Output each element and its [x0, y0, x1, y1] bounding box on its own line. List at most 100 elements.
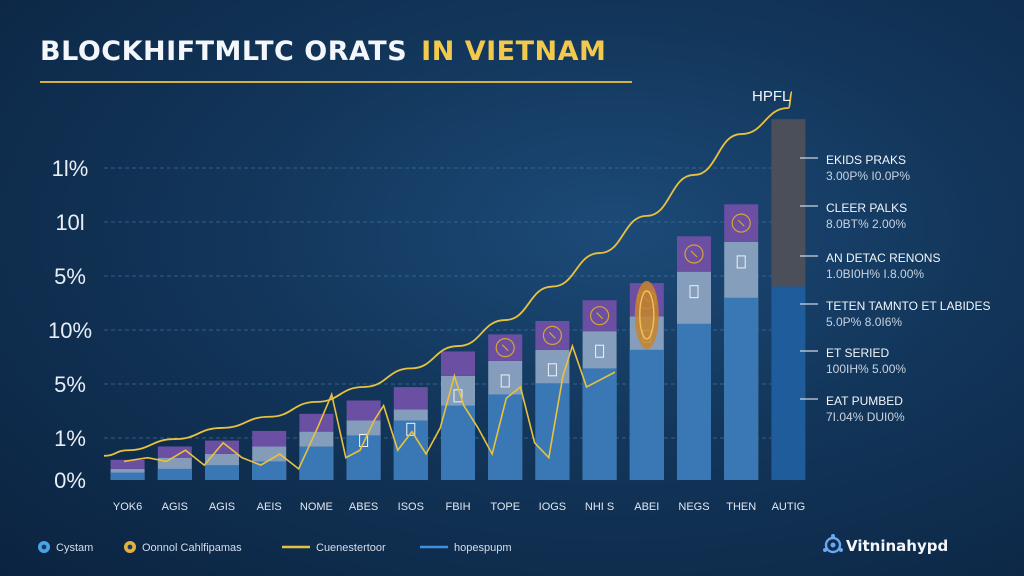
bar-dark — [205, 465, 239, 480]
legend-item[interactable]: Cuenestertoor — [282, 542, 386, 554]
legend-marker-center — [41, 544, 47, 550]
x-tick-label: AUTIG — [772, 501, 806, 513]
coin-mark — [596, 312, 604, 320]
legend-item[interactable]: hopespupm — [420, 542, 512, 554]
squiggle-series — [123, 343, 616, 471]
bar-group — [535, 321, 570, 480]
legend-label: Cuenestertoor — [316, 542, 386, 554]
coin-icon — [731, 213, 751, 233]
bar-cap — [393, 387, 428, 410]
x-tick-label: NOME — [300, 501, 333, 513]
y-tick-label: 5% — [54, 372, 86, 397]
x-tick-label: THEN — [726, 501, 756, 513]
panel-row-label: TETEN TAMNTO ET LABIDES — [826, 299, 990, 313]
phone-icon — [359, 433, 369, 447]
coin-mark — [548, 331, 556, 339]
y-tick-label: 1l% — [52, 156, 89, 181]
coin-ring — [589, 306, 610, 326]
gridlines — [104, 167, 800, 439]
panel-row-value: 100IH% 5.00% — [826, 362, 906, 376]
x-tick-label: AGIS — [162, 501, 188, 513]
phone-icon — [595, 344, 605, 358]
panel-row-value: 5.0P% 8.0I6% — [826, 315, 902, 329]
bar-group — [393, 387, 428, 480]
coin-icon — [684, 244, 704, 264]
legend-label: Oonnol Cahlfipamas — [142, 542, 242, 554]
bar-top — [771, 119, 806, 287]
x-tick-label: YOK6 — [113, 501, 142, 513]
panel-row-value: 7I.04% DUI0% — [826, 410, 905, 424]
bar-cap — [110, 459, 145, 469]
legend-item[interactable]: Cystam — [38, 541, 93, 554]
x-tick-label: NEGS — [678, 501, 709, 513]
coin-mark — [737, 219, 745, 227]
bar-group — [629, 283, 664, 480]
panel-row-value: 8.0BT% 2.00% — [826, 217, 906, 231]
side-panel: EKIDS PRAKS 3.00P% I0.0P% CLEER PALKS 8.0BT… — [800, 153, 990, 424]
bar-dark — [157, 468, 192, 480]
coin-icon — [542, 325, 563, 345]
coin-ring — [542, 325, 563, 345]
bar-group — [488, 334, 523, 480]
y-tick-label: 10% — [48, 318, 92, 343]
bar-dark — [629, 349, 664, 480]
chart-title-main: BLOCKHIFTMLTC ORATS — [40, 36, 407, 67]
legend-label: hopespupm — [454, 542, 512, 554]
panel-row-value: 1.0BI0H% I.8.00% — [826, 267, 924, 281]
legend-label: Cystam — [56, 542, 93, 554]
bar-bottom — [771, 286, 806, 480]
x-tick-label: AEIS — [257, 501, 282, 513]
panel-row-label: EKIDS PRAKS — [826, 153, 906, 167]
bar-dark — [110, 472, 145, 480]
y-tick-label: 1% — [54, 426, 86, 451]
bar-dark — [299, 446, 334, 480]
legend-marker-center — [127, 544, 133, 550]
coin-ring — [731, 213, 751, 233]
bar-dark — [393, 420, 428, 480]
coin-ring — [495, 338, 515, 358]
x-tick-label: IOGS — [539, 501, 567, 513]
bar-dark — [488, 394, 523, 480]
chart-title-accent: IN VIETNAM — [421, 36, 606, 67]
chart-title: BLOCKHIFTMLTC ORATS IN VIETNAM — [40, 36, 606, 67]
panel-row-label: ET SERIED — [826, 346, 889, 360]
x-axis: YOK6 AGIS AGIS AEIS NOME ABES ISOS FBIH TOPE IOGS… — [113, 501, 805, 513]
coin-icon — [589, 306, 610, 326]
panel-row-label: EAT PUMBED — [826, 394, 903, 408]
bar-group — [157, 446, 192, 480]
brand-logo: Vitninahypd — [823, 534, 948, 555]
shield-icon — [634, 281, 659, 349]
shield-ring — [639, 290, 655, 340]
x-tick-label: ABEI — [634, 501, 659, 513]
panel-row-value: 3.00P% I0.0P% — [826, 169, 910, 183]
x-tick-label: ISOS — [398, 501, 424, 513]
y-axis: 1l% 10l 5% 10% 5% 1% 0% — [48, 156, 92, 493]
legend[interactable]: Cystam Oonnol Cahlfipamas Cuenestertoor hop… — [38, 541, 512, 554]
brand-text: Vitninahypd — [846, 537, 948, 555]
bar-cap — [205, 440, 239, 454]
bar-group — [771, 119, 806, 480]
bar-cap — [299, 413, 334, 432]
coin-mark — [690, 250, 698, 258]
y-tick-label: 0% — [54, 468, 86, 493]
panel-row-label: CLEER PALKS — [826, 201, 907, 215]
bar-cap — [441, 351, 475, 376]
phone-icon — [406, 422, 416, 436]
x-tick-label: AGIS — [209, 501, 235, 513]
x-tick-label: FBIH — [445, 501, 470, 513]
bar-dark — [582, 368, 617, 480]
bar-group — [677, 236, 711, 480]
bar-group — [110, 459, 145, 480]
bar-dark — [724, 297, 759, 480]
peak-label: HPFL — [752, 88, 790, 105]
bar-group — [299, 413, 334, 480]
bar-group — [724, 204, 759, 480]
bar-cap — [252, 430, 287, 447]
phone-icon — [547, 363, 557, 377]
bar-dark — [677, 323, 711, 480]
bar-group — [582, 300, 617, 480]
legend-item[interactable]: Oonnol Cahlfipamas — [124, 541, 242, 554]
gear-network-icon — [823, 534, 843, 554]
growth-curve — [103, 91, 793, 457]
